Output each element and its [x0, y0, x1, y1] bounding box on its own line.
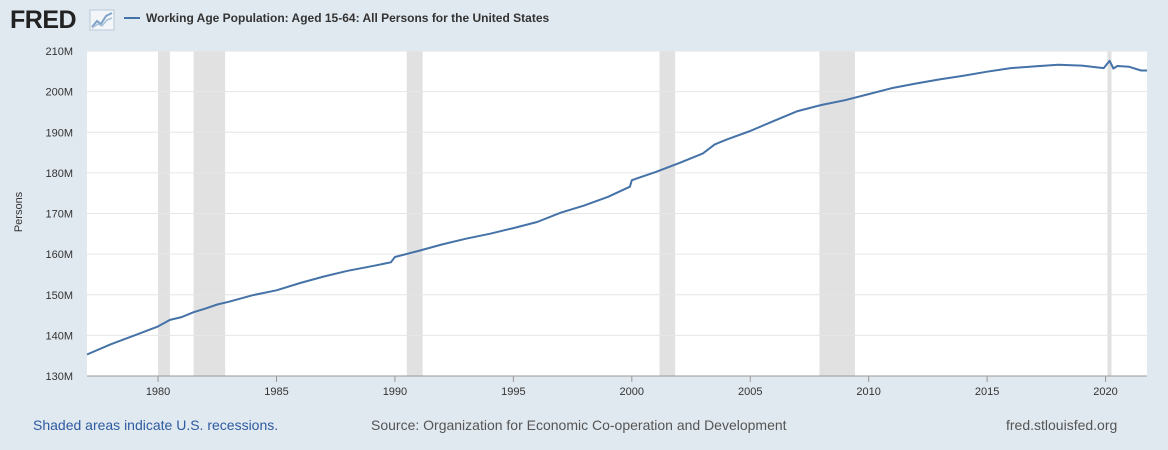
series-lines	[86, 59, 1147, 356]
site-url: fred.stlouisfed.org	[1006, 417, 1118, 433]
y-tick-label: 180M	[45, 168, 73, 180]
y-tick-label: 200M	[45, 87, 73, 99]
series-line	[86, 59, 1147, 356]
x-tick-label: 1990	[383, 386, 407, 398]
x-tick-label: 2005	[738, 386, 762, 398]
x-tick-label: 1995	[501, 386, 525, 398]
y-tick-label: 170M	[45, 209, 73, 221]
y-tick-label: 150M	[45, 290, 73, 302]
x-tick-label: 1985	[264, 386, 288, 398]
source-note: Source: Organization for Economic Co-ope…	[371, 417, 787, 433]
x-tick-label: 2020	[1093, 386, 1117, 398]
axes: 130M 140M 150M 160M 170M 180M 190M 200M 210M 1980…	[45, 46, 1147, 398]
chart-legend[interactable]: Working Age Population: Aged 15-64: All …	[124, 11, 549, 25]
y-tick-label: 160M	[45, 249, 73, 261]
y-axis-label: Persons	[13, 191, 25, 232]
x-tick-label: 2000	[620, 386, 644, 398]
x-tick-label: 2010	[856, 386, 880, 398]
legend-series-label: Working Age Population: Aged 15-64: All …	[146, 11, 550, 25]
x-tick-label: 1980	[146, 386, 170, 398]
y-tick-label: 210M	[45, 46, 73, 58]
line-graph-icon	[89, 9, 115, 31]
y-tick-label: 190M	[45, 127, 73, 139]
x-tick-label: 2015	[975, 386, 999, 398]
fred-logo: FRED	[10, 6, 77, 34]
y-tick-label: 130M	[45, 371, 73, 383]
chart-header: FRED Working Age Population: Aged 15-64:…	[0, 0, 1168, 40]
legend-swatch	[124, 17, 140, 19]
recessions-note-link[interactable]: Shaded areas indicate U.S. recessions.	[33, 417, 279, 433]
y-tick-label: 140M	[45, 330, 73, 342]
